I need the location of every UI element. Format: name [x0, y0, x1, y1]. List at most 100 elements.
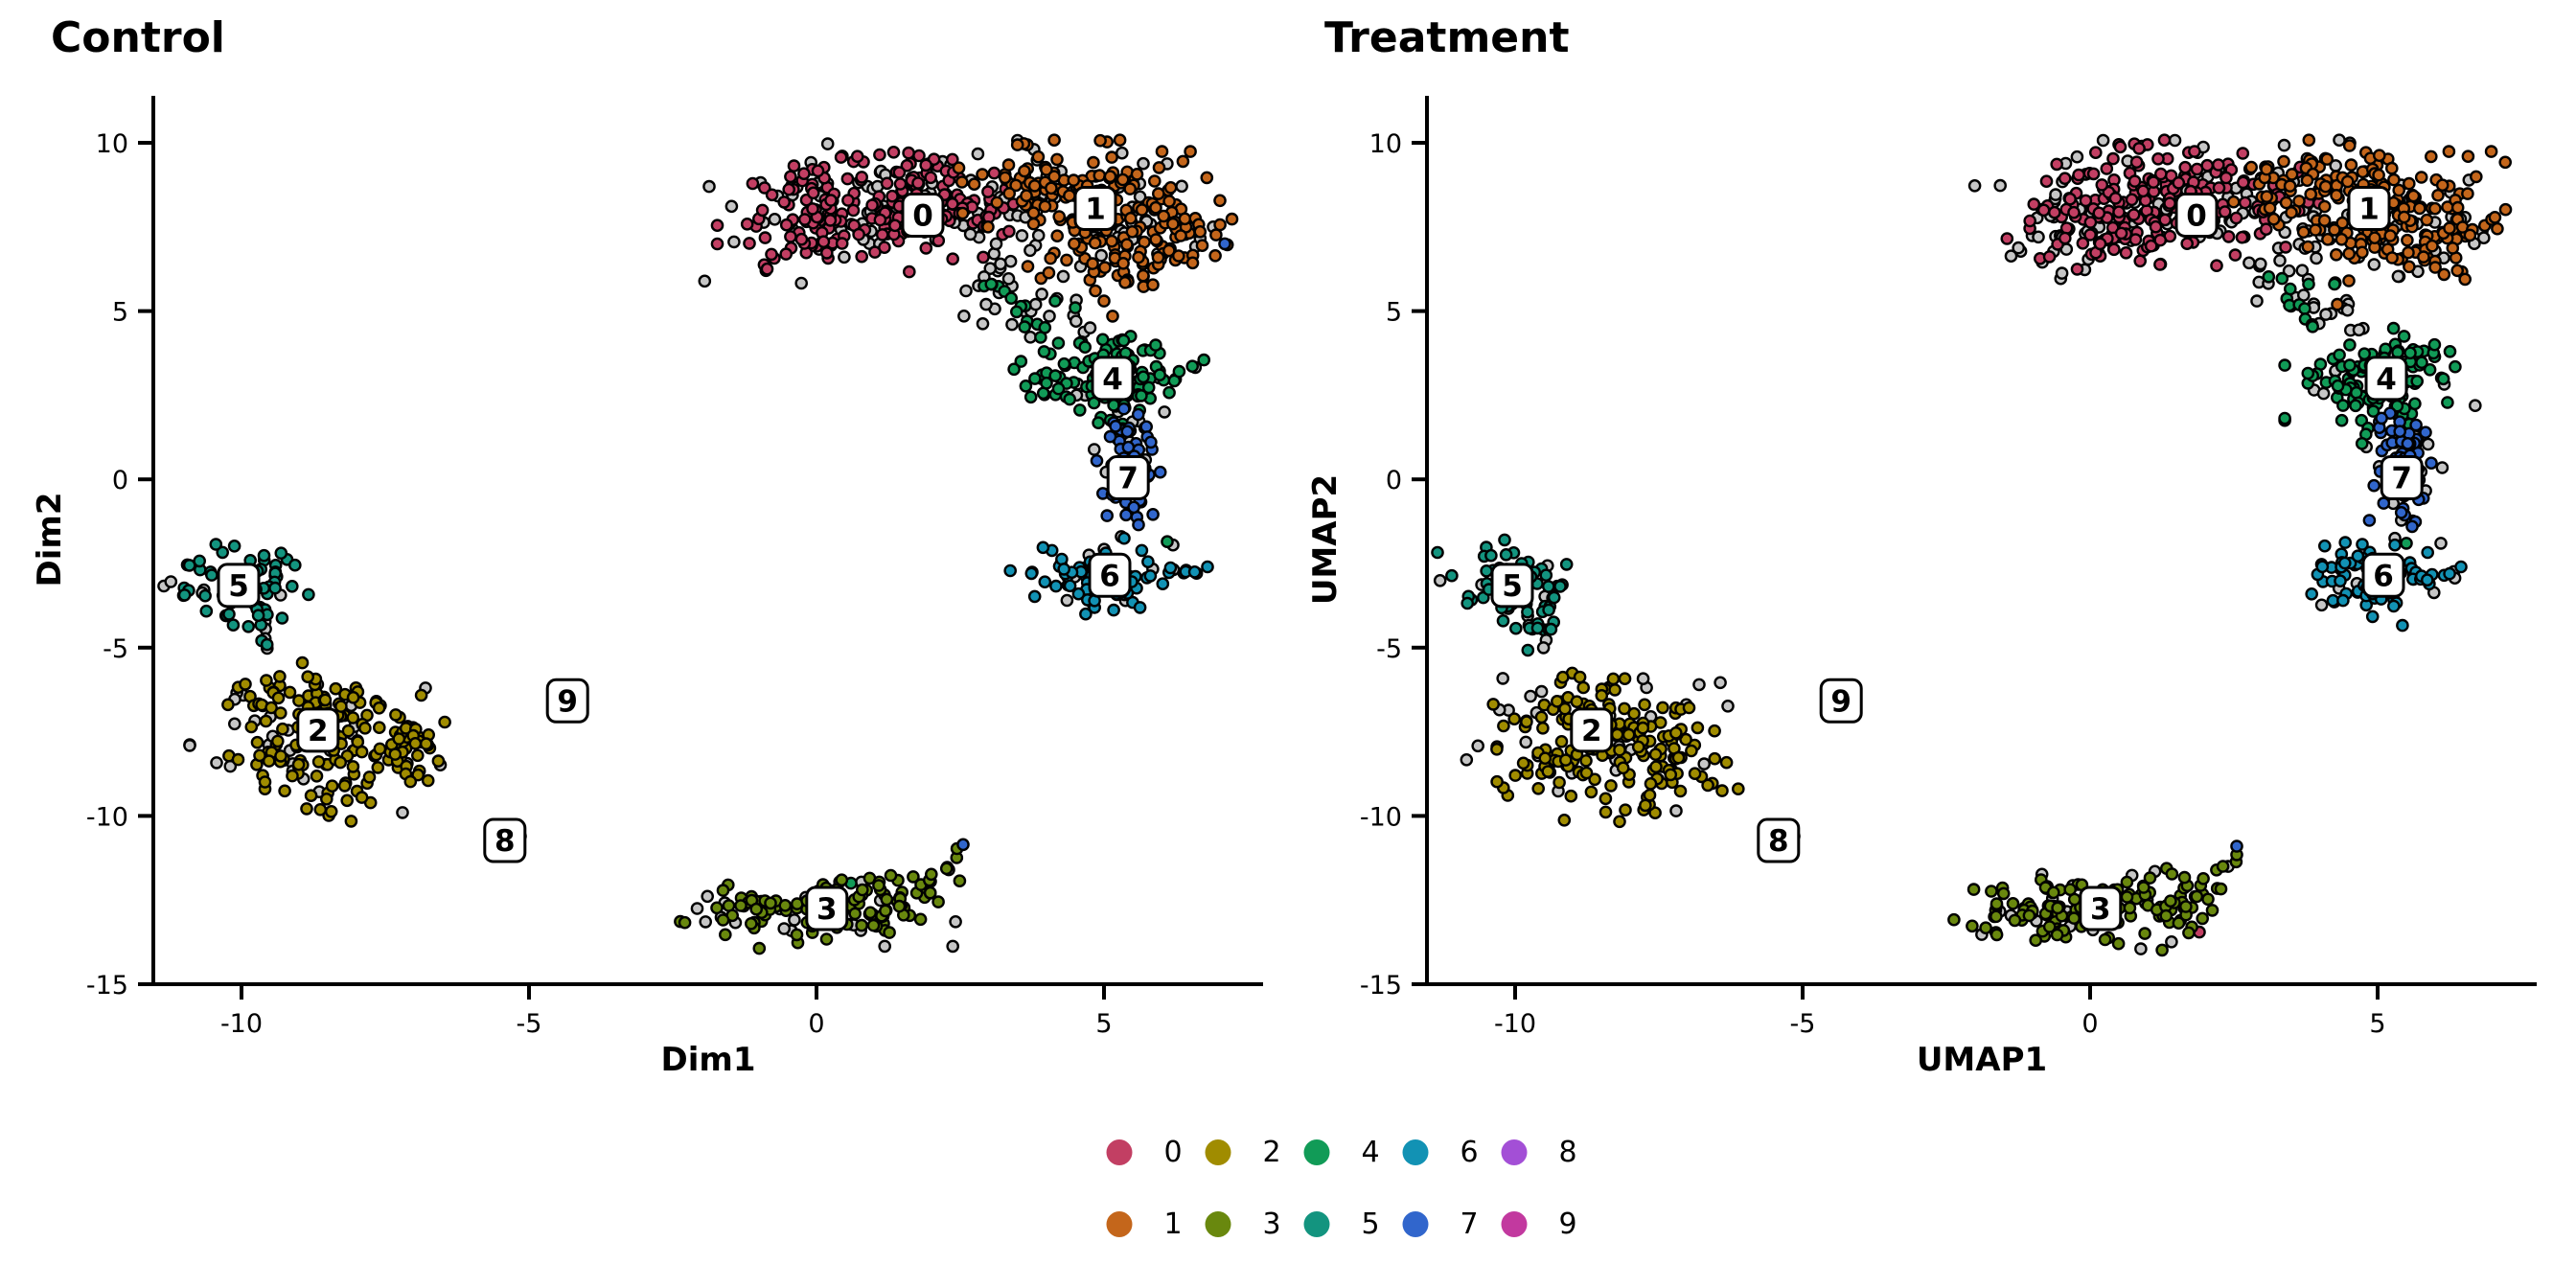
- legend-row-1: 1 3 5 7 9: [1106, 1199, 1600, 1249]
- legend-label-9: 9: [1558, 1207, 1577, 1241]
- cluster-label-1: 1: [1073, 185, 1117, 231]
- legend-entry-2: 2: [1205, 1135, 1304, 1169]
- cluster-label-3: 3: [805, 886, 849, 932]
- legend-swatch-7: [1402, 1210, 1429, 1237]
- y-tick-label: -10: [86, 802, 128, 832]
- svg-text:1: 1: [1085, 192, 1106, 226]
- y-axis-label-control: Dim2: [31, 492, 69, 587]
- legend-entry-9: 9: [1501, 1207, 1600, 1241]
- svg-text:2: 2: [308, 714, 329, 748]
- cluster-label-6: 6: [2361, 552, 2405, 598]
- cluster-label-9: 9: [545, 678, 589, 724]
- x-axis-label-control: Dim1: [660, 1041, 756, 1079]
- legend-entry-6: 6: [1402, 1135, 1502, 1169]
- legend-row-0: 0 2 4 6 8: [1106, 1127, 1600, 1177]
- svg-text:6: 6: [1099, 559, 1120, 593]
- legend-label-2: 2: [1262, 1135, 1281, 1169]
- cluster-label-4: 4: [1091, 356, 1135, 402]
- cluster-unassigned-points: [157, 133, 1220, 954]
- cluster-label-5: 5: [217, 563, 261, 609]
- x-tick-label: -10: [1494, 1009, 1536, 1039]
- legend-entry-5: 5: [1303, 1207, 1403, 1241]
- svg-text:6: 6: [2373, 559, 2394, 593]
- svg-text:2: 2: [1581, 714, 1602, 748]
- legend-swatch-6: [1402, 1138, 1429, 1165]
- svg-text:7: 7: [2391, 461, 2412, 495]
- legend-label-5: 5: [1361, 1207, 1380, 1241]
- y-tick-label: -10: [1360, 802, 1402, 832]
- y-tick-label: 5: [1386, 298, 1402, 328]
- legend-label-4: 4: [1361, 1135, 1380, 1169]
- cluster-label-3: 3: [2079, 886, 2123, 932]
- cluster-legend: 0 2 4 6 8 1 3 5 7 9: [1106, 1127, 1600, 1271]
- svg-text:5: 5: [1502, 569, 1523, 604]
- y-tick-label: 10: [1369, 129, 1402, 159]
- legend-label-7: 7: [1460, 1207, 1479, 1241]
- cluster-label-7: 7: [1106, 454, 1150, 500]
- y-tick-label: -5: [103, 634, 128, 664]
- legend-swatch-0: [1106, 1138, 1133, 1165]
- y-tick-label: -5: [1376, 634, 1402, 664]
- panel-title-treatment: Treatment: [1324, 13, 1570, 62]
- legend-label-3: 3: [1262, 1207, 1281, 1241]
- cluster-4-points: [2262, 269, 2462, 550]
- svg-text:4: 4: [2376, 362, 2397, 397]
- legend-entry-8: 8: [1501, 1135, 1600, 1169]
- svg-text:4: 4: [1102, 362, 1123, 397]
- cluster-label-8: 8: [483, 817, 527, 863]
- cluster-label-4: 4: [2364, 356, 2408, 402]
- legend-entry-4: 4: [1303, 1135, 1403, 1169]
- y-tick-label: -15: [1360, 971, 1402, 1000]
- cluster-label-5: 5: [1490, 563, 1534, 609]
- x-tick-label: 5: [2369, 1009, 2385, 1039]
- legend-swatch-5: [1303, 1210, 1330, 1237]
- panel-title-control: Control: [51, 13, 225, 62]
- cluster-0-points: [2000, 133, 2326, 939]
- cluster-4-points: [844, 277, 1210, 890]
- legend-label-6: 6: [1460, 1135, 1479, 1169]
- legend-entry-0: 0: [1106, 1135, 1206, 1169]
- cluster-label-2: 2: [296, 707, 340, 753]
- y-tick-label: 10: [96, 129, 128, 159]
- legend-entry-1: 1: [1106, 1207, 1206, 1241]
- legend-label-0: 0: [1163, 1135, 1183, 1169]
- svg-text:9: 9: [1830, 684, 1852, 719]
- legend-swatch-8: [1501, 1138, 1528, 1165]
- legend-label-1: 1: [1163, 1207, 1183, 1241]
- x-tick-label: 0: [2082, 1009, 2098, 1039]
- y-tick-label: 0: [1386, 466, 1402, 495]
- svg-text:8: 8: [1768, 824, 1789, 859]
- x-axis-label-treatment: UMAP1: [1916, 1041, 2048, 1079]
- x-tick-label: 0: [808, 1009, 824, 1039]
- svg-text:5: 5: [228, 569, 249, 604]
- legend-entry-3: 3: [1205, 1207, 1304, 1241]
- legend-swatch-9: [1501, 1210, 1528, 1237]
- cluster-label-2: 2: [1570, 707, 1614, 753]
- x-tick-label: -10: [220, 1009, 263, 1039]
- legend-label-8: 8: [1558, 1135, 1577, 1169]
- cluster-label-8: 8: [1757, 817, 1801, 863]
- cluster-label-1: 1: [2347, 185, 2391, 231]
- y-axis-label-treatment: UMAP2: [1306, 473, 1345, 606]
- cluster-2-points: [1486, 666, 1745, 829]
- legend-swatch-3: [1205, 1210, 1231, 1237]
- cluster-label-6: 6: [1088, 552, 1132, 598]
- svg-text:0: 0: [2186, 199, 2207, 234]
- svg-text:7: 7: [1117, 461, 1138, 495]
- legend-entry-7: 7: [1402, 1207, 1502, 1241]
- cluster-label-9: 9: [1819, 678, 1863, 724]
- svg-text:8: 8: [494, 824, 516, 859]
- y-tick-label: 5: [112, 298, 128, 328]
- svg-text:3: 3: [816, 892, 838, 927]
- x-tick-label: 5: [1095, 1009, 1112, 1039]
- x-tick-label: -5: [1790, 1009, 1816, 1039]
- cluster-0-points: [710, 145, 1047, 385]
- svg-text:0: 0: [912, 199, 933, 234]
- legend-swatch-2: [1205, 1138, 1231, 1165]
- cluster-label-0: 0: [2174, 193, 2219, 239]
- cluster-label-7: 7: [2380, 454, 2424, 500]
